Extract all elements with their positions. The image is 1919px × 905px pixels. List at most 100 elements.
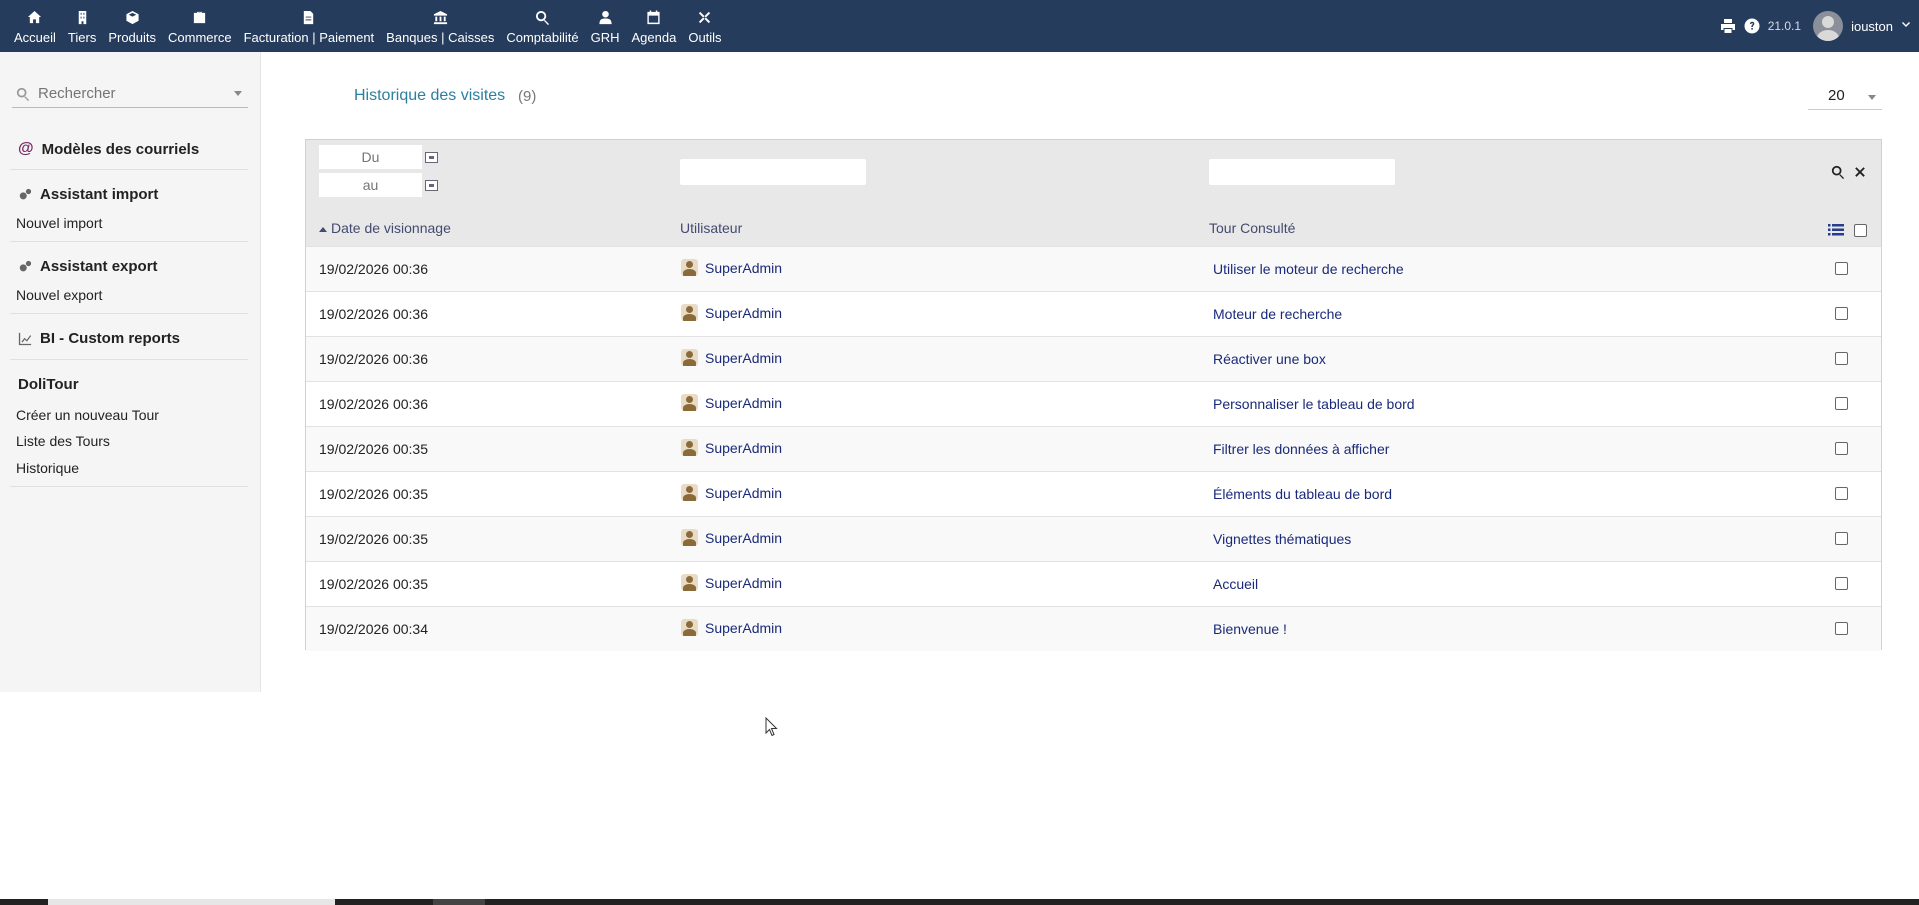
search-icon[interactable] — [1831, 165, 1845, 179]
print-icon[interactable] — [1720, 18, 1736, 34]
cell-tour-link[interactable]: Réactiver une box — [1213, 351, 1326, 367]
cell-user-link[interactable]: SuperAdmin — [681, 439, 782, 456]
row-checkbox[interactable] — [1835, 442, 1848, 455]
row-checkbox[interactable] — [1835, 307, 1848, 320]
nav-facturation[interactable]: Facturation | Paiement — [238, 0, 381, 52]
column-header-date[interactable]: Date de visionnage — [319, 220, 451, 236]
menu-separator — [10, 359, 248, 360]
nav-banques[interactable]: Banques | Caisses — [380, 0, 500, 52]
left-sidebar: @ Modèles des courriels Assistant import… — [0, 52, 261, 692]
briefcase-icon — [194, 11, 206, 24]
cell-date: 19/02/2026 00:35 — [319, 576, 428, 592]
nav-commerce[interactable]: Commerce — [162, 0, 238, 52]
table-body: 19/02/2026 00:36 SuperAdmin Utiliser le mo… — [306, 246, 1881, 651]
menu-import-head[interactable]: Assistant import — [18, 186, 158, 203]
cell-user-link[interactable]: SuperAdmin — [681, 349, 782, 366]
cogs-icon — [19, 188, 32, 199]
menu-new-export[interactable]: Nouvel export — [16, 287, 103, 303]
nav-grh[interactable]: GRH — [585, 0, 626, 52]
row-checkbox[interactable] — [1835, 262, 1848, 275]
cell-tour-link[interactable]: Utiliser le moteur de recherche — [1213, 261, 1404, 277]
search-dollar-icon — [535, 10, 550, 25]
cell-user: SuperAdmin — [705, 439, 783, 456]
date-from-input[interactable] — [319, 145, 422, 169]
user-filter-input[interactable] — [680, 159, 866, 185]
close-icon[interactable] — [1853, 165, 1867, 179]
cell-tour-link[interactable]: Bienvenue ! — [1213, 621, 1287, 637]
page-title[interactable]: Historique des visites — [354, 87, 506, 104]
row-checkbox[interactable] — [1835, 487, 1848, 500]
header-tools — [1828, 223, 1867, 237]
row-checkbox[interactable] — [1835, 352, 1848, 365]
nav-label: GRH — [590, 30, 620, 45]
help-icon[interactable] — [1744, 18, 1760, 34]
menu-dolitour-list[interactable]: Liste des Tours — [16, 433, 110, 449]
topbar-right-tools: 21.0.1 iouston — [1720, 0, 1911, 52]
table-row: 19/02/2026 00:34 SuperAdmin Bienvenue ! — [306, 606, 1881, 651]
cell-user-link[interactable]: SuperAdmin — [681, 484, 782, 501]
select-all-checkbox[interactable] — [1854, 223, 1867, 237]
list-columns-icon[interactable] — [1828, 223, 1844, 237]
cell-user-link[interactable]: SuperAdmin — [681, 529, 782, 546]
search-input[interactable] — [38, 85, 218, 102]
sidebar-search[interactable] — [12, 80, 248, 108]
chevron-down-icon[interactable] — [1901, 17, 1911, 35]
menu-export-label: Assistant export — [40, 258, 158, 275]
nav-tiers[interactable]: Tiers — [62, 0, 102, 52]
column-header-date-label: Date de visionnage — [331, 220, 451, 236]
cell-tour-link[interactable]: Moteur de recherche — [1213, 306, 1343, 322]
calendar-icon[interactable] — [425, 180, 438, 191]
menu-bi-head[interactable]: BI - Custom reports — [18, 330, 180, 347]
cell-user-link[interactable]: SuperAdmin — [681, 304, 782, 321]
table-row: 19/02/2026 00:36 SuperAdmin Moteur de rech… — [306, 291, 1881, 336]
cell-tour-link[interactable]: Vignettes thématiques — [1213, 531, 1352, 547]
menu-email-models-link[interactable]: @ Modèles des courriels — [18, 140, 199, 158]
search-dropdown-caret[interactable] — [234, 91, 242, 96]
cell-date: 19/02/2026 00:36 — [319, 261, 428, 277]
column-header-user[interactable]: Utilisateur — [680, 220, 743, 236]
nav-outils[interactable]: Outils — [682, 0, 727, 52]
calendar-icon — [647, 10, 660, 25]
page-limit-select[interactable]: 20 — [1808, 84, 1882, 110]
search-icon — [16, 87, 30, 101]
cell-user-link[interactable]: SuperAdmin — [681, 394, 782, 411]
nav-label: Produits — [108, 30, 157, 45]
cogs-icon — [19, 260, 32, 271]
calendar-icon[interactable] — [425, 152, 438, 163]
menu-dolitour-new[interactable]: Créer un nouveau Tour — [16, 407, 159, 423]
tour-filter-input[interactable] — [1209, 159, 1395, 185]
cell-user: SuperAdmin — [705, 574, 783, 591]
nav-label: Comptabilité — [506, 30, 579, 45]
cell-user-link[interactable]: SuperAdmin — [681, 619, 782, 636]
nav-accueil[interactable]: Accueil — [8, 0, 62, 52]
user-avatar[interactable] — [1813, 11, 1844, 41]
date-to-input[interactable] — [319, 173, 422, 197]
menu-separator — [10, 169, 248, 170]
menu-dolitour-history[interactable]: Historique — [16, 460, 80, 476]
cell-tour-link[interactable]: Éléments du tableau de bord — [1213, 486, 1393, 502]
version-label: 21.0.1 — [1767, 19, 1802, 33]
cell-user-link[interactable]: SuperAdmin — [681, 574, 782, 591]
cell-date: 19/02/2026 00:35 — [319, 486, 428, 502]
menu-export-head[interactable]: Assistant export — [18, 258, 158, 275]
column-header-tour[interactable]: Tour Consulté — [1209, 220, 1296, 236]
cell-tour-link[interactable]: Filtrer les données à afficher — [1213, 441, 1390, 457]
user-icon — [681, 439, 698, 456]
row-checkbox[interactable] — [1835, 577, 1848, 590]
row-checkbox[interactable] — [1835, 532, 1848, 545]
menu-dolitour-head[interactable]: DoliTour — [18, 376, 79, 393]
table-row: 19/02/2026 00:35 SuperAdmin Vignettes thém… — [306, 516, 1881, 561]
menu-new-import[interactable]: Nouvel import — [16, 215, 103, 231]
row-checkbox[interactable] — [1835, 622, 1848, 635]
nav-comptabilite[interactable]: Comptabilité — [500, 0, 584, 52]
menu-bi-label: BI - Custom reports — [40, 330, 181, 347]
username[interactable]: iouston — [1851, 18, 1893, 34]
cell-tour-link[interactable]: Personnaliser le tableau de bord — [1213, 396, 1415, 412]
row-checkbox[interactable] — [1835, 397, 1848, 410]
cell-tour-link[interactable]: Accueil — [1213, 576, 1259, 592]
taskbar-segment — [433, 899, 485, 905]
table-row: 19/02/2026 00:35 SuperAdmin Filtrer les do… — [306, 426, 1881, 471]
nav-produits[interactable]: Produits — [102, 0, 162, 52]
nav-agenda[interactable]: Agenda — [626, 0, 683, 52]
cell-user-link[interactable]: SuperAdmin — [681, 259, 782, 276]
